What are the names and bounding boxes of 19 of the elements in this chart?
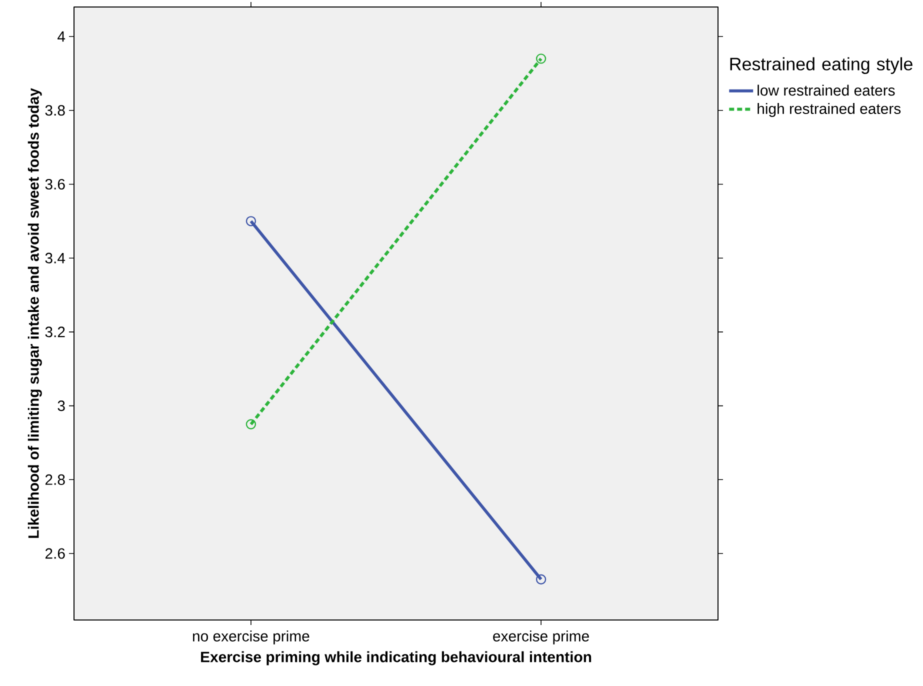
point <box>536 54 546 64</box>
y-tick-label: 3.8 <box>45 105 65 116</box>
x-tick-label: exercise prime <box>493 630 589 644</box>
y-tick-label: 3.2 <box>45 326 65 338</box>
y-tick-label: 3.6 <box>45 178 65 190</box>
x-tick-label: no exercise prime <box>192 630 310 644</box>
x-axis-title: Exercise priming while indicating behavioural intention <box>201 651 592 666</box>
point <box>246 419 256 430</box>
point <box>536 574 546 584</box>
y-tick-label: 2.6 <box>45 548 65 559</box>
legend-title: Restrained eating style <box>730 57 912 74</box>
point <box>246 216 256 226</box>
legend-label: high restrained eaters <box>758 103 901 117</box>
y-axis-title: Likelihood of limiting sugar intake and avoid sweet foods today <box>28 88 42 538</box>
legend-label: low restrained eaters <box>758 84 895 96</box>
y-tick-label: 3 <box>58 400 65 412</box>
y-tick-label: 4 <box>58 31 66 42</box>
y-tick-label: 3.4 <box>45 252 66 264</box>
y-tick-label: 2.8 <box>45 474 65 485</box>
